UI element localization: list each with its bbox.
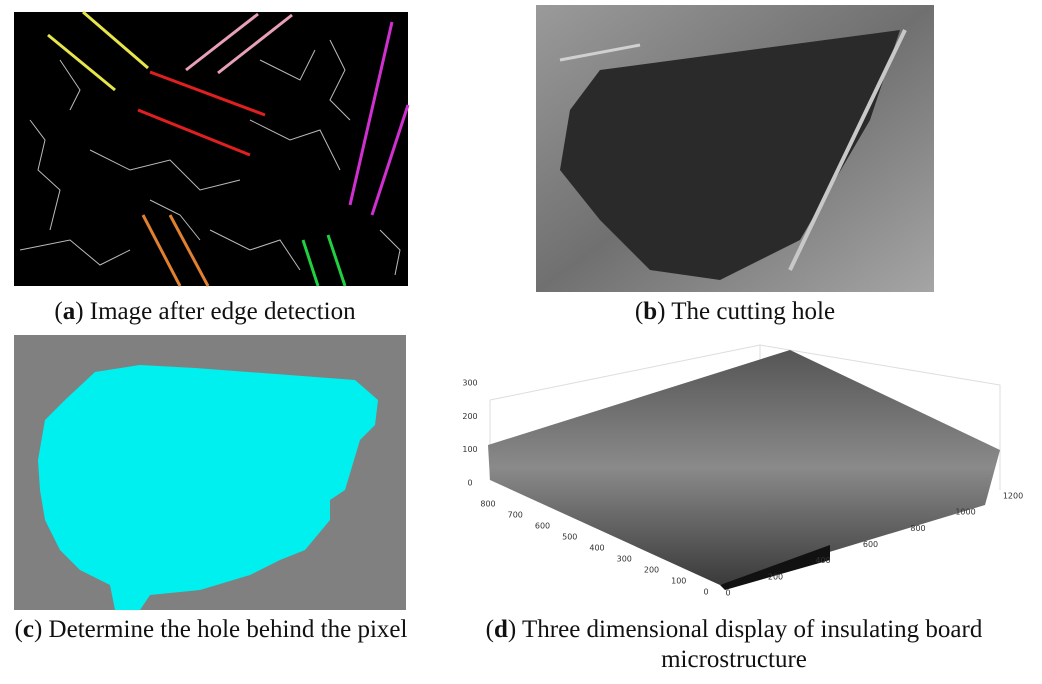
tick-label: 600 [535,522,550,531]
caption-text: ) The cutting hole [657,298,835,325]
tick-label: 800 [480,500,495,509]
tick-label: 200 [462,412,477,421]
tick-label: 100 [671,577,686,586]
caption: (b) The cutting hole [540,297,930,327]
edge-image [14,12,408,286]
caption-text: ) Determine the hole behind the pixel [34,616,408,643]
tick-label: 600 [863,540,878,549]
figure: 3002001000800700600500400300200100002004… [0,0,1042,684]
caption: (c) Determine the hole behind the pixel [10,615,412,645]
caption-letter: b [643,298,657,325]
caption-paren: ( [486,616,494,643]
caption-paren: ( [635,298,643,325]
tick-label: 100 [462,445,477,454]
caption-letter: c [23,616,34,643]
tick-label: 1000 [955,508,975,517]
caption-text: ) Image after edge detection [75,298,355,325]
tick-label: 500 [562,533,577,542]
tick-label: 1200 [1003,492,1023,501]
tick-label: 400 [815,556,830,565]
caption-text: ) Three dimensional display of insulatin… [508,616,982,673]
caption-paren: ( [15,616,23,643]
tick-label: 200 [768,572,783,581]
caption-letter: d [494,616,508,643]
tick-label: 300 [617,555,632,564]
tick-label: 0 [467,479,472,488]
caption: (a) Image after edge detection [10,297,400,327]
caption: (d) Three dimensional display of insulat… [432,615,1036,675]
hole-image [536,5,934,292]
caption-letter: a [63,298,76,325]
page: 3002001000800700600500400300200100002004… [0,0,1042,684]
hole-mask [14,335,406,610]
tick-label: 800 [910,524,925,533]
caption-paren: ( [54,298,62,325]
tick-label: 400 [589,544,604,553]
tick-label: 0 [725,589,730,598]
tick-label: 200 [644,566,659,575]
tick-label: 700 [508,511,523,520]
tick-label: 0 [703,588,708,597]
tick-label: 300 [462,379,477,388]
